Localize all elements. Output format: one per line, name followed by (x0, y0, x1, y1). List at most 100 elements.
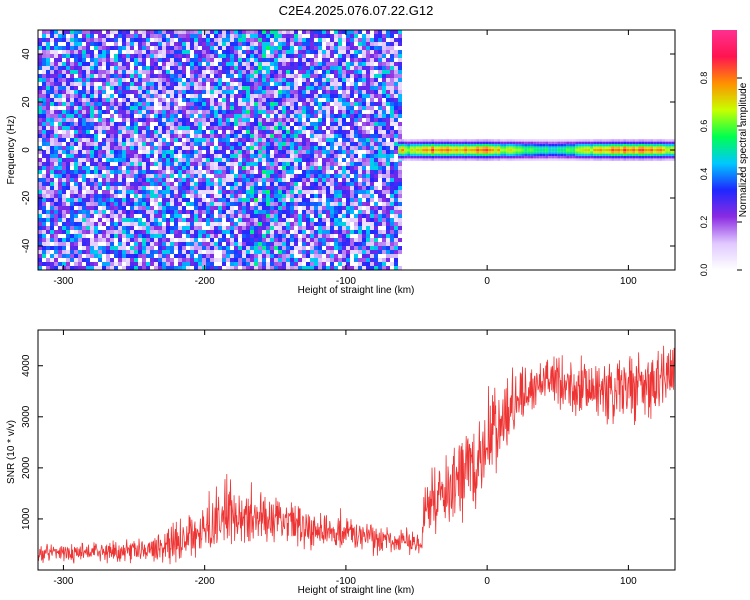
spectrogram-cell (54, 58, 58, 62)
spectrogram-cell (134, 30, 138, 34)
spectrogram-cell (378, 94, 382, 98)
spectrogram-cell (118, 162, 122, 166)
spectrogram-cell (294, 146, 298, 150)
spectrogram-cell (322, 242, 326, 246)
spectrogram-cell (206, 250, 210, 254)
spectrogram-cell (114, 70, 118, 74)
spectrogram-cell (314, 206, 318, 210)
spectrogram-cell (358, 78, 362, 82)
spectrogram-cell (62, 86, 66, 90)
spectrogram-cell (78, 46, 82, 50)
spectrogram-cell (298, 90, 302, 94)
spectrogram-cell (50, 254, 54, 258)
spectrogram-cell (318, 106, 322, 110)
spectrogram-cell (218, 246, 222, 250)
spectrogram-cell (306, 222, 310, 226)
spectrogram-cell (322, 206, 326, 210)
spectrogram-cell (334, 42, 338, 46)
spectrogram-cell (106, 158, 110, 162)
chart-title: C2E4.2025.076.07.22.G12 (279, 3, 434, 18)
spectrogram-cell (42, 174, 46, 178)
spectrogram-cell (146, 134, 150, 138)
spectrogram-cell (82, 58, 86, 62)
spectrogram-cell (58, 110, 62, 114)
spectrogram-cell (150, 258, 154, 262)
spectrogram-cell (318, 250, 322, 254)
spectrogram-cell (298, 250, 302, 254)
spectrogram-cell (54, 90, 58, 94)
signal-cell (401, 146, 405, 149)
spectrogram-cell (138, 98, 142, 102)
spectrogram-cell (98, 210, 102, 214)
spectrogram-cell (314, 122, 318, 126)
spectrogram-cell (246, 258, 250, 262)
spectrogram-cell (290, 66, 294, 70)
spectrogram-cell (386, 158, 390, 162)
spectrogram-cell (218, 174, 222, 178)
spectrogram-cell (186, 130, 190, 134)
spectrogram-cell (302, 158, 306, 162)
spectrogram-cell (238, 126, 242, 130)
spectrogram-cell (154, 94, 158, 98)
spectrogram-cell (110, 82, 114, 86)
spectrogram-cell (98, 214, 102, 218)
spectrogram-cell (374, 42, 378, 46)
spectrogram-cell (394, 186, 398, 190)
spectrogram-cell (162, 42, 166, 46)
spectrogram-cell (50, 158, 54, 162)
spectrogram-cell (198, 162, 202, 166)
spectrogram-cell (106, 66, 110, 70)
spectrogram-cell (70, 66, 74, 70)
spectrogram-cell (70, 94, 74, 98)
spectrogram-cell (322, 258, 326, 262)
spectrogram-cell (190, 106, 194, 110)
spectrogram-cell (230, 210, 234, 214)
spectrogram-cell (106, 38, 110, 42)
spectrogram-cell (90, 38, 94, 42)
spectrogram-cell (46, 162, 50, 166)
spectrogram-cell (282, 222, 286, 226)
spectrogram-cell (90, 146, 94, 150)
spectrogram-cell (294, 262, 298, 266)
spectrogram-cell (322, 170, 326, 174)
spectrogram-cell (254, 42, 258, 46)
spectrogram-cell (110, 30, 114, 34)
spectrogram-cell (370, 126, 374, 130)
spectrogram-cell (258, 226, 262, 230)
spectrogram-cell (398, 90, 402, 94)
spectrogram-cell (94, 194, 98, 198)
spectrogram-cell (82, 114, 86, 118)
spectrogram-cell (190, 238, 194, 242)
spectrogram-cell (170, 214, 174, 218)
spectrogram-cell (154, 162, 158, 166)
spectrogram-cell (102, 126, 106, 130)
spectrogram-cell (170, 166, 174, 170)
spectrogram-cell (78, 234, 82, 238)
spectrogram-cell (246, 210, 250, 214)
spectrogram-cell (162, 246, 166, 250)
spectrogram-cell (42, 262, 46, 266)
spectrogram-cell (178, 66, 182, 70)
spectrogram-cell (202, 218, 206, 222)
spectrogram-cell (178, 138, 182, 142)
spectrogram-cell (290, 86, 294, 90)
spectrogram-cell (142, 206, 146, 210)
spectrogram-cell (318, 126, 322, 130)
spectrogram-cell (198, 158, 202, 162)
spectrogram-cell (202, 178, 206, 182)
spectrogram-cell (230, 94, 234, 98)
spectrogram-cell (266, 162, 270, 166)
spectrogram-cell (226, 230, 230, 234)
spectrogram-cell (362, 202, 366, 206)
spectrogram-cell (374, 150, 378, 154)
spectrogram-cell (270, 166, 274, 170)
spectrogram-cell (238, 198, 242, 202)
spectrogram-cell (226, 42, 230, 46)
spectrogram-cell (162, 166, 166, 170)
spectrogram-cell (54, 138, 58, 142)
spectrogram-cell (358, 258, 362, 262)
spectrogram-cell (346, 226, 350, 230)
spectrogram-cell (358, 114, 362, 118)
spectrogram-cell (210, 170, 214, 174)
spectrogram-cell (162, 98, 166, 102)
